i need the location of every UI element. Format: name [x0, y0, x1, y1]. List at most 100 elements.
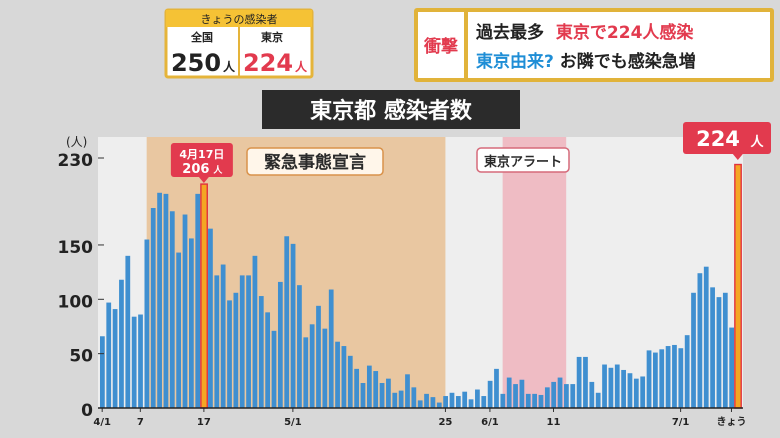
bar	[208, 228, 213, 408]
bar	[176, 252, 182, 408]
bar	[297, 285, 302, 408]
bar	[729, 327, 735, 408]
chart-title: 東京都 感染者数	[310, 98, 473, 124]
bar	[462, 391, 468, 408]
bar	[157, 192, 162, 408]
bar	[424, 393, 429, 408]
x-tick-label: 11	[547, 417, 561, 428]
bar	[564, 384, 569, 408]
bar	[430, 397, 436, 408]
bar	[227, 300, 232, 408]
x-tick-label: 4/1	[93, 417, 111, 428]
bar	[716, 297, 722, 408]
headline-line2: 東京由来? お隣でも感染急増	[476, 51, 696, 72]
bar	[354, 368, 360, 408]
bar	[246, 275, 251, 408]
bar	[138, 314, 143, 408]
x-tick-label: きょう	[716, 416, 746, 428]
bar	[144, 239, 150, 408]
bar	[455, 396, 461, 408]
bar	[500, 393, 506, 408]
bar	[405, 374, 410, 408]
callout-value: 224	[696, 127, 740, 151]
bar	[271, 330, 277, 408]
bar	[475, 389, 480, 408]
bar	[703, 266, 709, 408]
national-unit: 人	[223, 59, 236, 74]
bar	[100, 336, 105, 408]
bar	[481, 396, 487, 408]
bar	[214, 275, 220, 408]
bar	[169, 211, 175, 408]
period-band	[502, 137, 567, 408]
bar	[131, 316, 137, 408]
bar	[659, 349, 665, 408]
bar	[589, 381, 595, 408]
bar	[386, 378, 391, 408]
national-value: 250	[171, 49, 221, 77]
band-label-text: 東京アラート	[484, 154, 562, 170]
bar	[697, 273, 703, 408]
bar	[252, 255, 258, 408]
bar	[538, 394, 544, 408]
bar	[239, 275, 245, 408]
bar	[119, 279, 124, 408]
bar	[557, 377, 563, 408]
bar	[678, 348, 684, 408]
bar	[341, 346, 347, 408]
callout-date: 4月17日	[179, 148, 224, 161]
headline-line2-emphasis: 東京由来?	[476, 51, 554, 72]
x-tick-label: 6/1	[481, 417, 499, 428]
bar	[150, 208, 156, 408]
tokyo-unit: 人	[295, 59, 308, 74]
bar	[519, 379, 525, 408]
callout-unit: 人	[212, 164, 223, 176]
bar	[608, 367, 614, 408]
band-label-bg	[476, 147, 570, 173]
x-tick-label: 17	[197, 417, 211, 428]
bar	[290, 243, 296, 408]
bar	[277, 281, 283, 408]
bar	[316, 305, 321, 408]
headline-line2-suffix: お隣でも感染急増	[560, 51, 696, 72]
y-tick-label: 230	[58, 151, 94, 171]
bar	[614, 364, 620, 408]
band-label-text: 緊急事態宣言	[264, 152, 366, 173]
bar	[506, 377, 512, 408]
bar	[125, 255, 131, 408]
bar	[284, 236, 290, 408]
bar	[633, 378, 639, 408]
y-tick-label: 0	[81, 401, 93, 421]
bar-highlight	[734, 163, 742, 409]
band-label-emergency: 緊急事態宣言	[246, 147, 384, 176]
bar	[322, 328, 328, 408]
x-tick-label: 25	[438, 417, 452, 428]
bar	[640, 376, 646, 408]
bar	[335, 341, 340, 408]
bar	[220, 264, 226, 408]
bar	[411, 387, 417, 408]
callout-unit: 人	[750, 134, 764, 150]
bar	[309, 324, 315, 408]
band-label-alert: 東京アラート	[476, 147, 570, 173]
bar	[106, 302, 112, 408]
bar	[379, 383, 385, 408]
national-label: 全国	[190, 30, 213, 44]
bar	[710, 287, 715, 408]
y-tick-label: 50	[69, 347, 93, 367]
headline-line1-emphasis: 東京で224人感染	[556, 22, 694, 43]
bar	[595, 392, 601, 408]
bar	[398, 390, 404, 408]
x-tick-label: 7/1	[672, 417, 690, 428]
bar	[722, 292, 728, 408]
bar	[112, 309, 118, 408]
bar	[494, 368, 499, 408]
bar	[576, 356, 582, 408]
bar	[602, 364, 607, 408]
today-box-header	[166, 10, 312, 27]
bar	[258, 296, 264, 408]
bar	[233, 292, 239, 408]
callout-pointer	[732, 154, 743, 160]
